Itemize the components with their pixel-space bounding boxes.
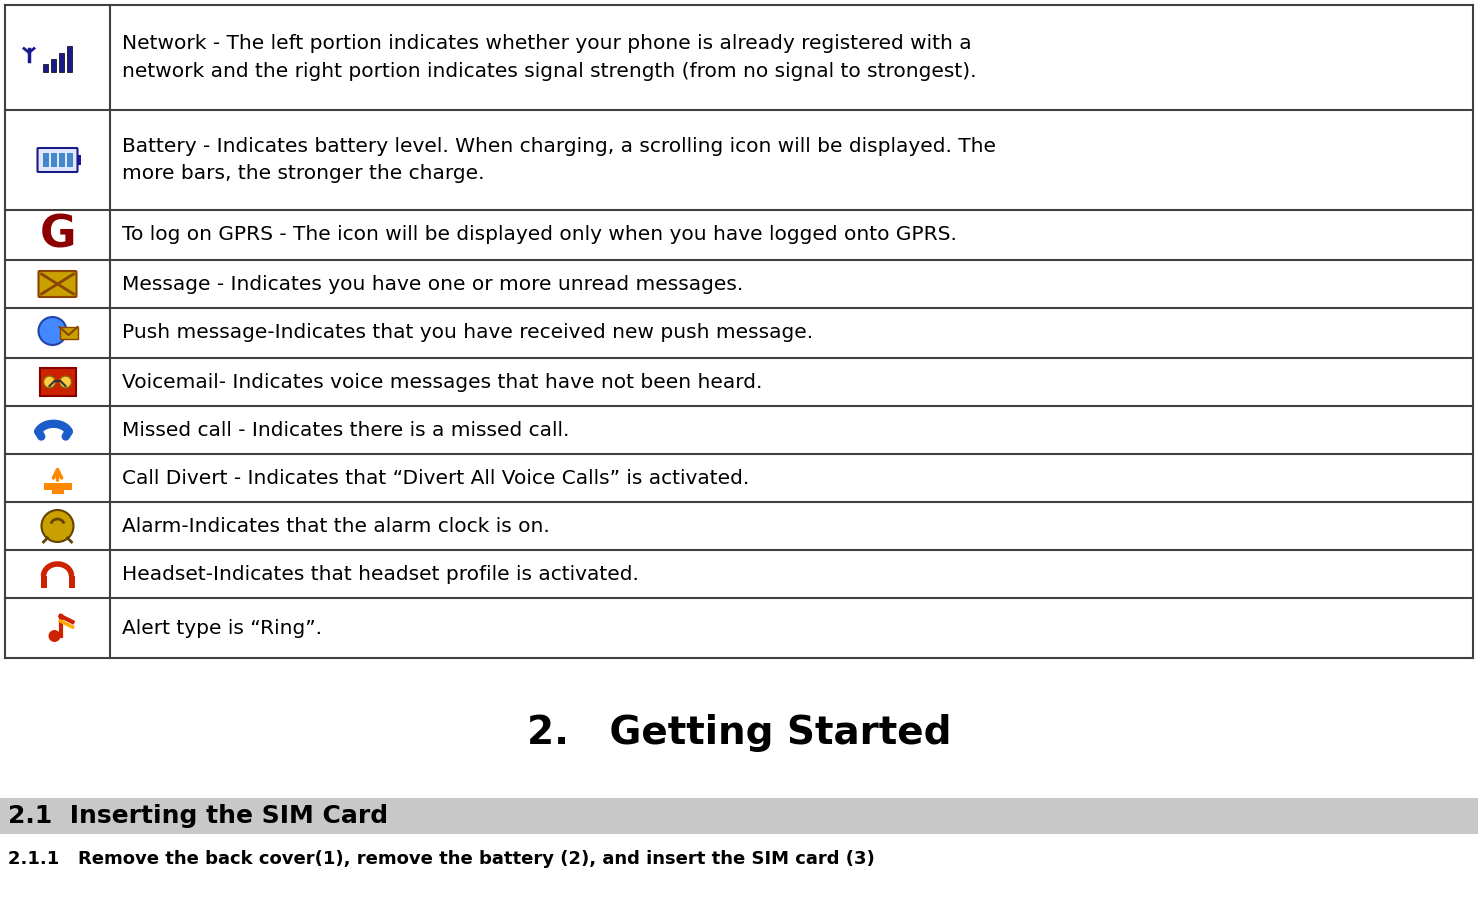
Bar — [4, 358, 109, 406]
Bar — [4, 406, 109, 454]
Bar — [109, 308, 1474, 358]
Text: Call Divert - Indicates that “Divert All Voice Calls” is activated.: Call Divert - Indicates that “Divert All… — [123, 469, 749, 487]
Circle shape — [49, 630, 61, 642]
Text: G: G — [40, 213, 75, 257]
Bar — [59, 153, 65, 167]
Bar — [50, 153, 56, 167]
Bar — [40, 576, 46, 588]
Bar — [109, 358, 1474, 406]
Text: To log on GPRS - The icon will be displayed only when you have logged onto GPRS.: To log on GPRS - The icon will be displa… — [123, 225, 956, 245]
Text: 2.1  Inserting the SIM Card: 2.1 Inserting the SIM Card — [7, 804, 389, 828]
Bar — [109, 210, 1474, 260]
Bar — [0, 798, 1478, 834]
Bar — [43, 153, 49, 167]
Text: Headset-Indicates that headset profile is activated.: Headset-Indicates that headset profile i… — [123, 565, 638, 583]
Bar — [77, 155, 80, 165]
Bar — [52, 489, 64, 494]
Bar — [109, 598, 1474, 658]
Text: Network - The left portion indicates whether your phone is already registered wi: Network - The left portion indicates whe… — [123, 34, 977, 80]
Bar — [40, 368, 75, 396]
Bar — [109, 454, 1474, 502]
Bar — [67, 153, 72, 167]
Text: Push message-Indicates that you have received new push message.: Push message-Indicates that you have rec… — [123, 323, 813, 342]
Bar — [4, 210, 109, 260]
Circle shape — [59, 376, 71, 388]
Circle shape — [41, 510, 74, 542]
Bar — [67, 45, 72, 71]
Bar — [109, 5, 1474, 110]
Bar — [4, 598, 109, 658]
Circle shape — [38, 317, 67, 345]
Bar — [4, 110, 109, 210]
Bar — [4, 260, 109, 308]
Bar — [4, 5, 109, 110]
Bar — [4, 502, 109, 550]
Text: Voicemail- Indicates voice messages that have not been heard.: Voicemail- Indicates voice messages that… — [123, 373, 763, 391]
Text: Missed call - Indicates there is a missed call.: Missed call - Indicates there is a misse… — [123, 421, 569, 439]
Circle shape — [43, 376, 56, 388]
Bar — [109, 550, 1474, 598]
Bar — [4, 550, 109, 598]
Text: Message - Indicates you have one or more unread messages.: Message - Indicates you have one or more… — [123, 274, 743, 294]
Text: 2.   Getting Started: 2. Getting Started — [526, 714, 952, 752]
Bar — [52, 58, 56, 71]
Bar — [109, 110, 1474, 210]
Bar — [109, 260, 1474, 308]
Bar — [109, 406, 1474, 454]
Bar — [109, 502, 1474, 550]
Bar — [4, 454, 109, 502]
FancyBboxPatch shape — [37, 148, 77, 172]
Text: Battery - Indicates battery level. When charging, a scrolling icon will be displ: Battery - Indicates battery level. When … — [123, 137, 996, 183]
Text: Alert type is “Ring”.: Alert type is “Ring”. — [123, 618, 322, 638]
Bar — [43, 483, 71, 490]
Text: 2.1.1   Remove the back cover(1), remove the battery (2), and insert the SIM car: 2.1.1 Remove the back cover(1), remove t… — [7, 850, 875, 868]
Bar — [59, 327, 77, 339]
Text: Alarm-Indicates that the alarm clock is on.: Alarm-Indicates that the alarm clock is … — [123, 517, 550, 535]
Bar — [4, 308, 109, 358]
Bar — [68, 576, 74, 588]
Bar — [43, 64, 47, 71]
Bar — [59, 53, 64, 71]
FancyBboxPatch shape — [38, 271, 77, 297]
